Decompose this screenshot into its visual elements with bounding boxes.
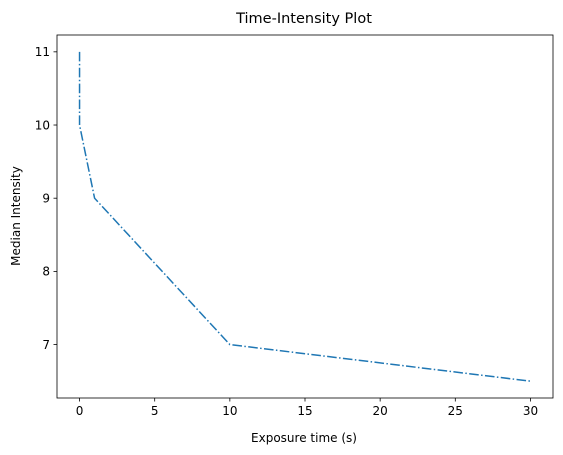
plot-frame	[56, 34, 554, 399]
y-tick-label: 11	[35, 45, 50, 59]
y-tick-label: 7	[42, 338, 50, 352]
x-tick-label: 5	[151, 404, 159, 418]
x-tick-label: 25	[448, 404, 463, 418]
plot-area: 0 5 10 15 20 25 30 7 8 9 10 11	[35, 34, 554, 418]
y-tick-label: 8	[42, 265, 50, 279]
y-tick-label: 9	[42, 192, 50, 206]
series-line-0	[78, 51, 531, 382]
y-tick-label: 10	[35, 118, 50, 132]
x-tick-label: 20	[373, 404, 388, 418]
x-tick-label: 30	[523, 404, 538, 418]
x-tick-label: 0	[76, 404, 84, 418]
x-tick-label: 10	[222, 404, 237, 418]
x-tick-label: 15	[297, 404, 312, 418]
x-axis-label: Exposure time (s)	[251, 431, 357, 445]
chart-title: Time-Intensity Plot	[235, 11, 372, 27]
y-axis-label: Median Intensity	[9, 166, 23, 266]
